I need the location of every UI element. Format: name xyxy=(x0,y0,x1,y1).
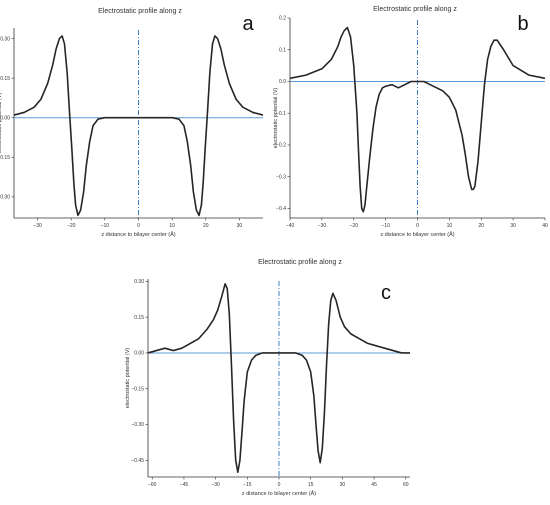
chart-panel-c: Electrostatic profile along z c −60 −45 −30 −… xyxy=(125,259,410,497)
x-tick-label: −45 xyxy=(180,482,189,488)
y-tick-label: −0.30 xyxy=(131,422,144,428)
x-tick-label: 30 xyxy=(237,223,243,229)
x-tick-label: 10 xyxy=(447,223,453,229)
x-tick-label: 20 xyxy=(478,223,484,229)
potential-series-line xyxy=(13,35,264,217)
x-axis-label: z distance to bilayer center (Å) xyxy=(380,231,454,238)
x-tick-label: −15 xyxy=(243,482,252,488)
x-tick-label: −10 xyxy=(381,223,390,229)
chart-title: Electrostatic profile along z xyxy=(373,6,457,13)
x-tick-label: 30 xyxy=(510,223,516,229)
x-tick-label: 60 xyxy=(403,482,409,488)
y-tick-label: −0.4 xyxy=(276,206,286,212)
y-tick-label: −0.45 xyxy=(131,458,144,464)
x-tick-label: −30 xyxy=(33,223,42,229)
y-tick-label: 0.15 xyxy=(0,76,10,82)
x-tick-label: 0 xyxy=(416,223,419,229)
x-axis-label: z distance to bilayer center (Å) xyxy=(242,490,316,497)
x-tick-label: 30 xyxy=(340,482,346,488)
y-tick-label: 0.0 xyxy=(279,79,286,85)
x-tick-label: 40 xyxy=(542,223,548,229)
x-tick-label: −20 xyxy=(67,223,76,229)
chart-panel-b: Electrostatic profile along z b −40 −30 −20 −… xyxy=(273,6,548,238)
y-tick-label: 0.30 xyxy=(0,36,10,42)
x-tick-label: −60 xyxy=(148,482,157,488)
potential-series-line xyxy=(289,26,546,213)
y-axis-label: electrostatic potential (V) xyxy=(0,93,3,154)
y-tick-label: −0.1 xyxy=(276,111,286,117)
chart-title: Electrostatic profile along z xyxy=(258,259,342,266)
y-tick-label: 0.30 xyxy=(134,279,144,285)
x-tick-label: −20 xyxy=(350,223,359,229)
chart-panel-a: Electrostatic profile along z a −30 −20 −10 0… xyxy=(0,8,264,238)
y-tick-label: 0.15 xyxy=(134,315,144,321)
y-tick-label: 0.1 xyxy=(279,47,286,53)
y-axis-label: electrostatic potential (V) xyxy=(125,348,131,409)
chart-title: Electrostatic profile along z xyxy=(98,8,182,15)
x-tick-label: 0 xyxy=(278,482,281,488)
x-tick-label: 20 xyxy=(203,223,209,229)
y-tick-label: 0.00 xyxy=(134,351,144,357)
panel-label: b xyxy=(517,13,528,35)
x-tick-label: 45 xyxy=(371,482,377,488)
potential-series-line xyxy=(147,282,410,474)
y-tick-label: 0.00 xyxy=(0,115,10,121)
y-tick-label: −0.30 xyxy=(0,195,10,201)
y-tick-label: −0.15 xyxy=(0,155,10,161)
x-tick-label: 10 xyxy=(169,223,175,229)
y-tick-label: −0.15 xyxy=(131,386,144,392)
y-tick-label: −0.2 xyxy=(276,143,286,149)
y-tick-label: −0.3 xyxy=(276,174,286,180)
y-axis-label: electrostatic potential (V) xyxy=(273,88,279,149)
panel-label: c xyxy=(381,282,391,304)
panel-label: a xyxy=(242,13,254,35)
x-tick-label: −30 xyxy=(211,482,220,488)
x-tick-label: −40 xyxy=(286,223,295,229)
x-tick-label: 0 xyxy=(137,223,140,229)
x-axis-label: z distance to bilayer center (Å) xyxy=(101,231,175,238)
y-tick-label: 0.2 xyxy=(279,16,286,22)
x-tick-label: −30 xyxy=(318,223,327,229)
x-tick-label: −10 xyxy=(101,223,110,229)
x-tick-label: 15 xyxy=(308,482,314,488)
